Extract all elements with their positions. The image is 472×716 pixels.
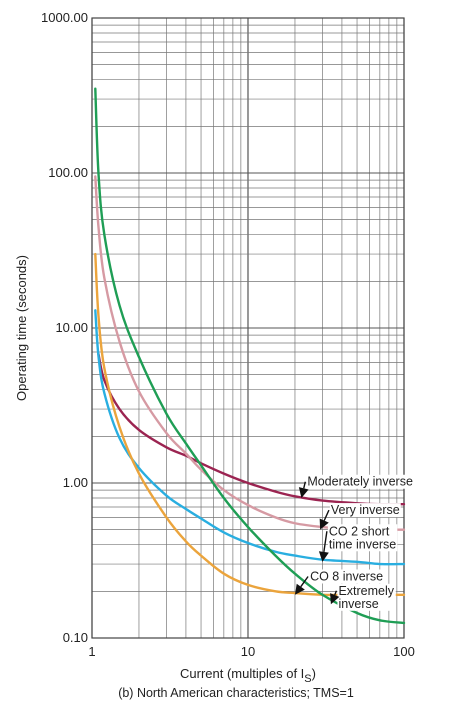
curve-label-arrow [323,531,328,553]
curve-label-arrowhead [319,518,329,530]
curve-label: CO 8 inverse [310,569,383,583]
curve-label-backdrop [306,474,414,489]
curve-label-arrow [303,481,306,489]
curve-label: Very inverse [331,503,400,517]
curve-label-line: Moderately inverse [307,475,413,489]
figure-caption: (b) North American characteristics; TMS=… [118,686,354,700]
curve-label-arrow [300,576,309,588]
x-tick-label: 10 [241,644,255,659]
curve-label-backdrop [329,503,401,518]
y-axis-label: Operating time (seconds) [14,255,29,401]
curve-label-backdrop [327,524,398,552]
tick-labels: 0.10 1.00 10.00 100.00 1000.00 1 10 100 [41,10,415,659]
x-tick-label: 1 [88,644,95,659]
curve-label-line: time inverse [329,537,396,551]
curve-label-line: Extremely [338,584,394,598]
series-line-0 [97,352,406,506]
curve-label-line: CO 8 inverse [310,569,383,583]
y-tick-label: 1000.00 [41,10,88,25]
plot-frame [91,17,405,639]
annotation-layer: Moderately inverse Very inverse CO 2 short… [294,474,414,611]
curve-label: Extremely inverse [338,584,394,611]
series-line-2 [94,309,406,566]
curve-label-backdrop [309,569,385,584]
x-axis-label: Current (multiples of IS) [180,666,316,685]
x-axis-label-subscript: S [304,673,311,685]
y-tick-label: 10.00 [55,320,88,335]
curve-label-line: inverse [338,597,378,611]
curve-label-arrowhead [294,583,305,595]
curve-label-arrowhead [298,487,309,499]
curve-label-arrowhead [318,551,329,562]
curve-label-arrow [323,509,330,521]
y-tick-label: 0.10 [63,630,88,645]
curve-label-arrowhead [330,593,340,605]
curve-label-arrow [334,590,338,596]
curve-label: CO 2 short time inverse [329,524,396,551]
curve-label-backdrop [337,583,396,611]
curve-label-line: CO 2 short [329,524,390,538]
curve-label-line: Very inverse [331,503,400,517]
y-tick-label: 1.00 [63,475,88,490]
curve-label: Moderately inverse [307,475,413,489]
y-tick-label: 100.00 [48,165,88,180]
x-tick-label: 100 [393,644,415,659]
